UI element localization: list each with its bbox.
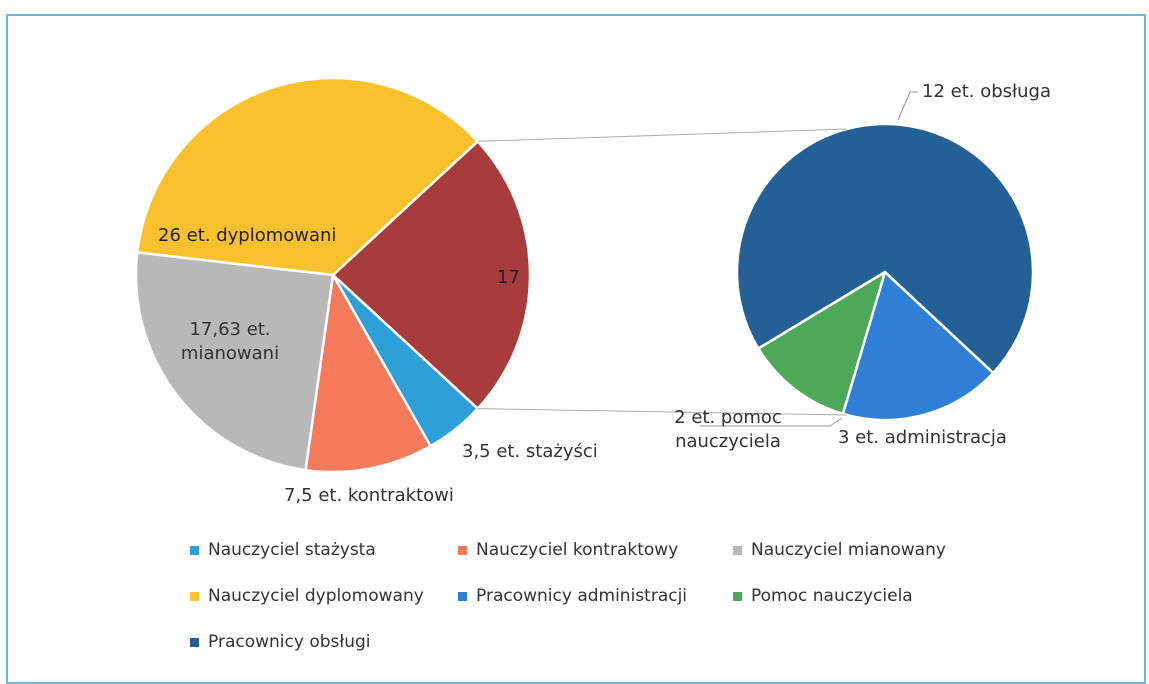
- data-label: 3 et. administracja: [838, 427, 1007, 448]
- legend-label: Nauczyciel kontraktowy: [476, 540, 679, 560]
- legend-entry: Pracownicy administracji: [458, 586, 687, 606]
- data-label: 17,63 et. mianowani: [180, 319, 280, 364]
- pie-slice: [135, 76, 480, 277]
- legend-swatch: [190, 591, 199, 601]
- data-label: 26 et. dyplomowani: [158, 225, 337, 246]
- legend-swatch: [190, 637, 199, 647]
- pie-slice: [735, 122, 1035, 375]
- legend-swatch: [190, 545, 199, 555]
- data-label: 7,5 et. kontraktowi: [284, 485, 454, 506]
- legend-label: Pracownicy administracji: [476, 586, 688, 606]
- data-label: 2 et. pomoc nauczyciela: [674, 407, 782, 452]
- connector-line: [477, 128, 847, 142]
- legend-entry: Nauczyciel dyplomowany: [190, 586, 424, 606]
- connector-line: [477, 408, 847, 416]
- leader-line: [700, 417, 843, 427]
- pie-slice: [841, 269, 996, 422]
- data-label: 17: [497, 267, 520, 288]
- legend-swatch: [458, 591, 467, 601]
- pie-slice: [134, 250, 335, 472]
- pie-slice: [304, 271, 433, 474]
- leader-line: [897, 91, 918, 121]
- legend-label: Nauczyciel mianowany: [751, 540, 946, 560]
- legend-label: Nauczyciel stażysta: [208, 540, 376, 560]
- legend-entry: Pracownicy obsługi: [190, 632, 371, 652]
- legend-entry: Nauczyciel mianowany: [733, 540, 946, 560]
- data-label: 3,5 et. stażyści: [462, 441, 598, 462]
- pie-slice: [331, 139, 532, 411]
- legend-entry: Nauczyciel stażysta: [190, 540, 376, 560]
- legend-swatch: [733, 591, 742, 601]
- legend-label: Pomoc nauczyciela: [751, 586, 913, 606]
- pie-slice: [756, 269, 888, 416]
- legend-label: Nauczyciel dyplomowany: [208, 586, 424, 606]
- legend-swatch: [733, 545, 742, 555]
- legend-label: Pracownicy obsługi: [208, 632, 371, 652]
- data-label: 12 et. obsługa: [922, 81, 1051, 102]
- legend-swatch: [458, 545, 467, 555]
- legend-entry: Pomoc nauczyciela: [733, 586, 913, 606]
- legend-entry: Nauczyciel kontraktowy: [458, 540, 678, 560]
